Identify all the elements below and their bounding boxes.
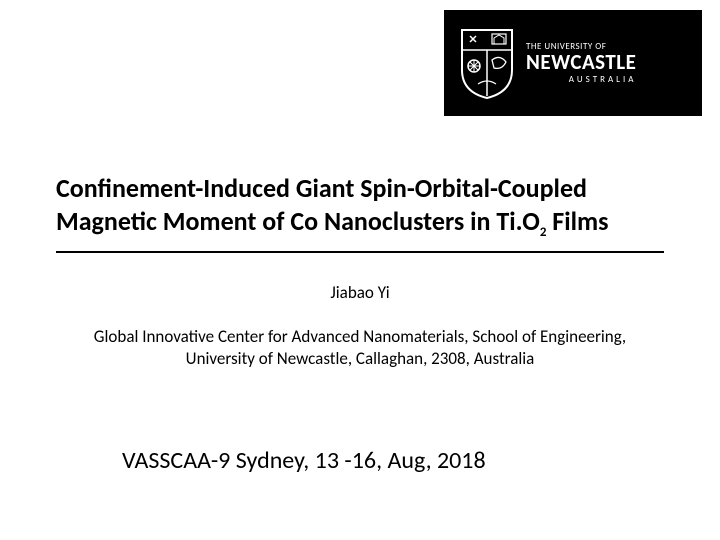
title-line-1: Confinement-Induced Giant Spin-Orbital-C… <box>56 172 587 204</box>
conference-text: VASSCAA-9 Sydney, 13 -16, Aug, 2018 <box>122 446 486 475</box>
university-crest-icon <box>458 26 516 100</box>
title-line-2-post: Films <box>546 205 608 237</box>
logo-line-3: AUSTRALIA <box>526 75 636 84</box>
university-logo-text: THE UNIVERSITY OF NEWCASTLE AUSTRALIA <box>526 42 636 85</box>
title-block: Confinement-Induced Giant Spin-Orbital-C… <box>56 172 664 253</box>
slide-title: Confinement-Induced Giant Spin-Orbital-C… <box>56 172 664 241</box>
affiliation-text: Global Innovative Center for Advanced Na… <box>80 326 640 370</box>
logo-line-2: NEWCASTLE <box>526 51 636 73</box>
author-name: Jiabao Yi <box>0 282 720 303</box>
university-logo-box: THE UNIVERSITY OF NEWCASTLE AUSTRALIA <box>444 10 702 116</box>
title-line-2-pre: Magnetic Moment of Co Nanoclusters in Ti… <box>56 205 540 237</box>
